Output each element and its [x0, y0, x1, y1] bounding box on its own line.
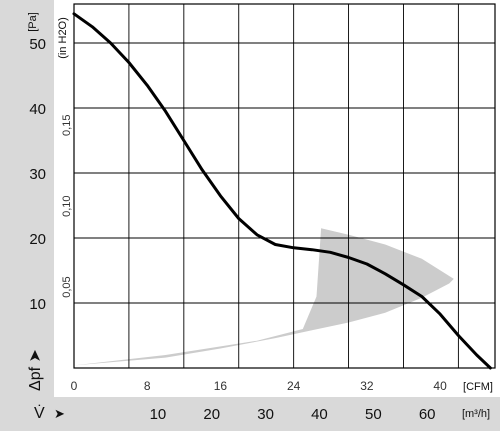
y-tick-label: 10 [29, 296, 46, 313]
y2-unit-label: (in H2O) [57, 17, 69, 59]
x-tick-label: 0 [71, 379, 78, 393]
x2-tick-label: 60 [419, 406, 436, 423]
x-unit-label: [CFM] [463, 381, 493, 393]
fan-curve-line [72, 12, 492, 370]
y-tick-label: 20 [29, 231, 46, 248]
y-axis-symbol: Δpf ➤ [27, 349, 44, 391]
x2-tick-label: 30 [257, 406, 274, 423]
y2-tick-label: 0,15 [61, 115, 73, 136]
x-axis-symbol: V̇ [34, 404, 45, 422]
y-tick-label: 50 [29, 36, 46, 53]
x2-unit-label: [m³/h] [462, 408, 490, 420]
x2-tick-label: 50 [365, 406, 382, 423]
x-tick-label: 16 [214, 379, 228, 393]
x-axis-arrow-icon: ➤ [54, 406, 65, 421]
x-tick-label: 32 [360, 379, 374, 393]
x-tick-label: 8 [144, 379, 151, 393]
x-tick-label: 24 [287, 379, 301, 393]
y2-tick-label: 0,10 [61, 195, 73, 216]
y-axis-panel [0, 0, 54, 431]
plot-frame [73, 3, 496, 369]
y-tick-label: 30 [29, 166, 46, 183]
x-axis-panel [0, 397, 500, 431]
x-tick-label: 40 [433, 379, 447, 393]
y2-tick-label: 0,05 [61, 276, 73, 297]
x2-tick-label: 20 [203, 406, 220, 423]
y-unit-label: [Pa] [27, 12, 39, 32]
x2-tick-label: 40 [311, 406, 328, 423]
shaded-operating-region [74, 228, 454, 366]
x2-tick-label: 10 [150, 406, 167, 423]
y-tick-label: 40 [29, 101, 46, 118]
